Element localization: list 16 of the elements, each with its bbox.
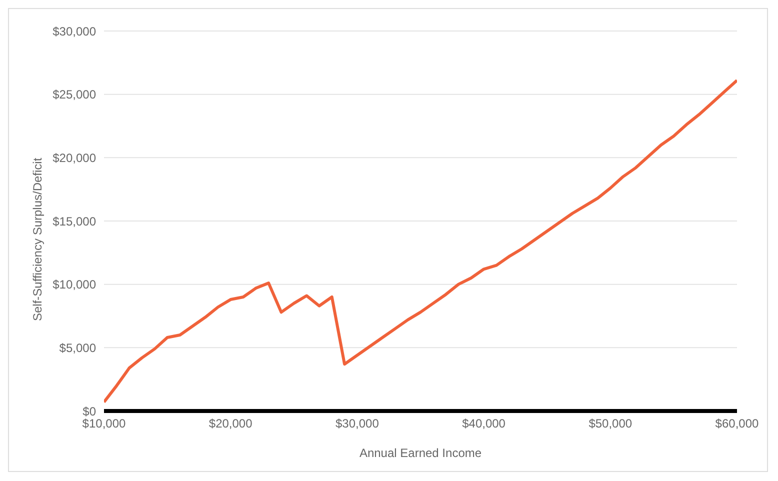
x-axis-title: Annual Earned Income <box>359 446 482 460</box>
y-tick-label: $20,000 <box>52 150 96 165</box>
x-tick-label: $60,000 <box>715 416 760 431</box>
y-axis-title: Self-Sufficiency Surplus/Deficit <box>30 157 44 321</box>
y-tick-label: $5,000 <box>59 340 96 355</box>
x-tick-label: $10,000 <box>82 416 126 431</box>
y-tick-label: $10,000 <box>52 278 96 292</box>
y-tick-label: $0 <box>82 404 96 418</box>
x-tick-label: $30,000 <box>336 416 380 431</box>
x-tick-label: $20,000 <box>208 416 253 431</box>
x-tick-label: $40,000 <box>462 416 506 431</box>
line-series <box>104 78 737 404</box>
y-tick-label: $30,000 <box>52 24 96 38</box>
y-tick-label: $25,000 <box>52 88 96 102</box>
x-tick-label: $50,000 <box>588 416 632 431</box>
y-tick-label: $15,000 <box>52 214 96 228</box>
